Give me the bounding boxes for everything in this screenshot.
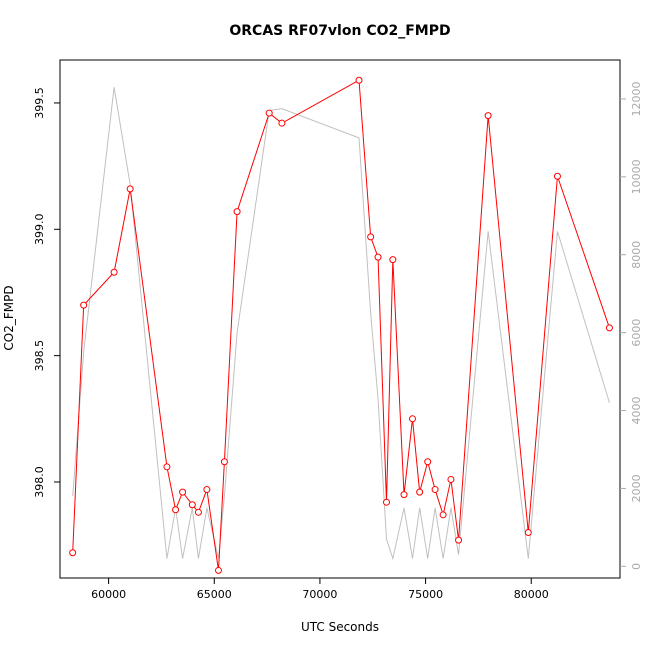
axes: 60000 65000 70000 75000 80000398.0398.5399.0… <box>33 81 643 601</box>
co2-data-point <box>484 112 492 120</box>
y2-tick-label: 6000 <box>630 319 643 347</box>
y-tick-label: 399.0 <box>33 214 46 246</box>
co2-data-point <box>382 498 390 506</box>
y2-tick-label: 10000 <box>630 159 643 194</box>
co2-data-point <box>172 506 180 514</box>
y-tick-label: 399.5 <box>33 87 46 119</box>
co2-data-point <box>110 268 118 276</box>
co2-data-point <box>126 185 134 193</box>
co2-data-point <box>553 172 561 180</box>
co2-data-point <box>408 415 416 423</box>
x-tick-label: 65000 <box>197 588 232 601</box>
x-tick-label: 75000 <box>408 588 443 601</box>
co2-data-point <box>194 508 202 516</box>
co2-data-point <box>455 536 463 544</box>
co2-data-point <box>605 324 613 332</box>
x-axis-label: UTC Seconds <box>301 620 379 634</box>
co2-data-point <box>220 458 228 466</box>
co2-data-point <box>233 208 241 216</box>
plot-frame <box>59 59 621 579</box>
co2-data-point <box>214 566 222 574</box>
co2-data-point <box>424 458 432 466</box>
co2-data-point <box>355 76 363 84</box>
co2-data-point <box>439 511 447 519</box>
co2-data-point <box>367 233 375 241</box>
y2-tick-label: 2000 <box>630 474 643 502</box>
x-tick-label: 80000 <box>514 588 549 601</box>
co2-series-line <box>72 79 610 571</box>
co2-data-point <box>188 501 196 509</box>
y-axis-label: CO2_FMPD <box>2 285 16 350</box>
y-tick-label: 398.5 <box>33 340 46 372</box>
co2-data-point <box>69 549 77 557</box>
chart-title: ORCAS RF07vlon CO2_FMPD <box>229 23 450 39</box>
co2-data-point <box>431 486 439 494</box>
x-tick-label: 60000 <box>91 588 126 601</box>
co2-data-point <box>80 301 88 309</box>
y2-tick-label: 8000 <box>630 241 643 269</box>
co2-data-point <box>374 253 382 261</box>
co2-data-point <box>447 475 455 483</box>
co2-data-point <box>203 486 211 494</box>
y-tick-label: 398.0 <box>33 466 46 498</box>
co2-data-point <box>400 491 408 499</box>
co2-data-point <box>163 463 171 471</box>
co2-data-point <box>278 119 286 127</box>
y2-tick-label: 0 <box>630 563 643 570</box>
y2-tick-label: 4000 <box>630 397 643 425</box>
lon-series <box>72 87 610 561</box>
co2-data-point <box>265 109 273 117</box>
co2-data-point <box>179 488 187 496</box>
lon-series-line <box>72 87 610 561</box>
co2-data-point <box>524 529 532 537</box>
x-tick-label: 70000 <box>302 588 337 601</box>
co2-series <box>69 76 613 574</box>
co2-data-point <box>416 488 424 496</box>
co2-data-point <box>389 256 397 264</box>
y2-tick-label: 12000 <box>630 81 643 116</box>
